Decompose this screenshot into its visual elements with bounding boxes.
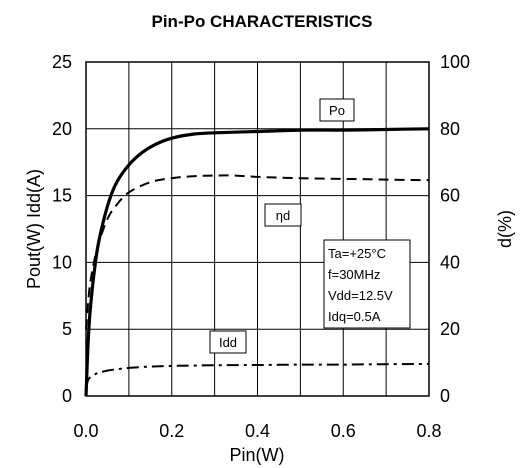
x-axis-label: Pin(W): [230, 445, 285, 465]
y-left-tick-label: 20: [52, 119, 72, 139]
po-tag-text: Po: [329, 103, 345, 118]
y-right-tick-labels: 0 20 40 60 80 100: [440, 52, 470, 406]
y-left-tick-label: 0: [62, 386, 72, 406]
chart-title: Pin-Po CHARACTERISTICS: [152, 12, 373, 31]
po-tag: Po: [319, 98, 355, 122]
nd-tag-text: ηd: [276, 208, 290, 223]
x-tick-labels: 0.0 0.2 0.4 0.6 0.8: [73, 421, 441, 441]
y-right-tick-label: 40: [440, 252, 460, 272]
series-layer: [84, 127, 430, 397]
y-right-tick-label: 20: [440, 319, 460, 339]
y-right-tick-label: 60: [440, 186, 460, 206]
y-right-tick-label: 100: [440, 52, 470, 72]
idd-tag: Idd: [209, 330, 247, 354]
y-left-tick-label: 15: [52, 186, 72, 206]
series-line--d: [85, 174, 430, 330]
x-tick-label: 0.4: [245, 421, 270, 441]
x-tick-label: 0.2: [159, 421, 184, 441]
grid: [86, 62, 429, 396]
condition-line: Ta=+25°C: [328, 246, 386, 261]
y-right-tick-label: 80: [440, 119, 460, 139]
y-left-tick-label: 10: [52, 252, 72, 272]
po-tag-box: [319, 98, 355, 122]
condition-line: f=30MHz: [328, 267, 380, 282]
idd-tag-text: Idd: [219, 335, 237, 350]
y-right-axis-label: d(%): [495, 210, 515, 248]
y-left-tick-labels: 0 5 10 15 20 25: [52, 52, 72, 406]
x-tick-label: 0.0: [73, 421, 98, 441]
x-tick-label: 0.6: [331, 421, 356, 441]
idd-tag-box: [209, 330, 247, 354]
condition-line: Idq=0.5A: [328, 309, 381, 324]
plot-frame: [85, 61, 430, 397]
series-line-po: [84, 127, 430, 397]
nd-tag-box: [264, 203, 302, 227]
y-left-tick-label: 5: [62, 319, 72, 339]
conditions-frame: [323, 239, 411, 329]
condition-line: Vdd=12.5V: [328, 288, 393, 303]
conditions-box: Ta=+25°C f=30MHz Vdd=12.5V Idq=0.5A: [323, 239, 411, 329]
y-right-tick-label: 0: [440, 386, 450, 406]
y-left-axis-label: Pout(W) Idd(A): [24, 169, 44, 289]
y-left-tick-label: 25: [52, 52, 72, 72]
nd-tag: ηd: [264, 203, 302, 227]
x-tick-label: 0.8: [416, 421, 441, 441]
